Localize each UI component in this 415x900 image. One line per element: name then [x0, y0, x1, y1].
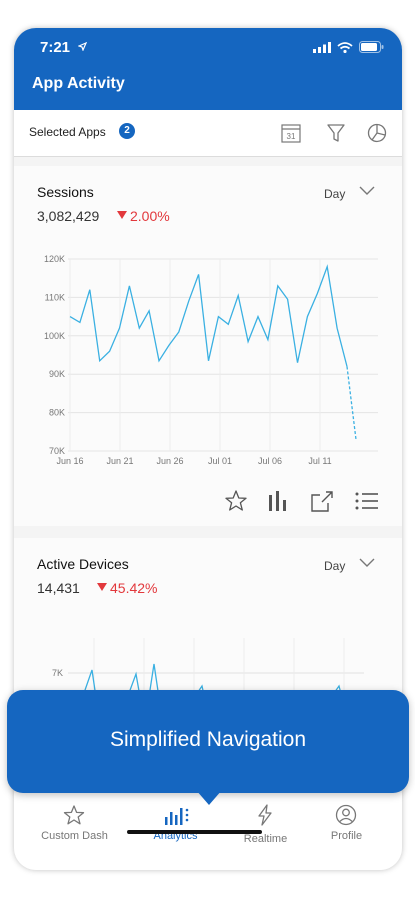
calendar-icon[interactable]: 31: [280, 122, 302, 144]
sessions-x-tick: Jun 21: [106, 456, 133, 466]
down-arrow-icon: [117, 211, 127, 219]
sessions-delta: 2.00%: [130, 208, 170, 224]
callout-arrow: [196, 790, 222, 805]
sessions-projection-line: [346, 366, 357, 440]
sessions-x-tick: Jul 06: [258, 456, 282, 466]
nav-label-custom-dash: Custom Dash: [41, 830, 108, 842]
analytics-icon: [165, 808, 189, 825]
sessions-x-tick: Jul 01: [208, 456, 232, 466]
sessions-card: Sessions 3,082,429 2.00% Day 120K 110K 100…: [14, 166, 402, 526]
nav-label-realtime: Realtime: [243, 833, 288, 845]
sessions-period[interactable]: Day: [324, 187, 346, 201]
sessions-y-tick: 110K: [45, 292, 65, 302]
sessions-y-tick: 70K: [49, 446, 65, 456]
sessions-title: Sessions: [37, 184, 94, 200]
status-time: 7:21: [40, 39, 71, 56]
sessions-y-tick: 100K: [44, 331, 65, 341]
devices-y-tick: 7K: [52, 668, 63, 678]
app-header: 7:21 App Activity: [14, 28, 402, 110]
sessions-series-line: [69, 264, 348, 367]
filter-icon[interactable]: [325, 122, 347, 144]
devices-delta: 45.42%: [110, 580, 158, 596]
nav-item-realtime[interactable]: Realtime: [217, 793, 314, 853]
pie-chart-icon[interactable]: [366, 122, 388, 144]
sessions-x-tick: Jun 16: [56, 456, 83, 466]
chevron-down-icon[interactable]: [359, 558, 375, 568]
lightning-icon: [258, 804, 272, 826]
signal-icon: [313, 41, 331, 53]
callout-text: Simplified Navigation: [109, 728, 307, 751]
selected-count-badge: 2: [119, 123, 135, 139]
battery-icon: [359, 41, 384, 53]
page-title: App Activity: [32, 75, 125, 92]
location-arrow-icon: [78, 42, 87, 51]
star-icon[interactable]: [224, 489, 248, 513]
home-indicator: [127, 830, 262, 834]
devices-value: 14,431: [37, 580, 80, 596]
status-icons: [313, 41, 384, 53]
calendar-day: 31: [287, 132, 296, 141]
feature-callout: Simplified Navigation: [7, 690, 409, 793]
share-icon[interactable]: [310, 489, 334, 513]
list-icon[interactable]: [354, 489, 380, 513]
sessions-x-tick: Jun 26: [156, 456, 183, 466]
selection-toolbar: Selected Apps 2 31: [14, 110, 402, 157]
star-icon: [63, 805, 85, 825]
chevron-down-icon[interactable]: [359, 186, 375, 196]
profile-icon: [335, 804, 357, 826]
nav-item-profile[interactable]: Profile: [298, 793, 395, 853]
down-arrow-icon: [97, 583, 107, 591]
sessions-x-tick: Jul 11: [308, 456, 331, 466]
sessions-value: 3,082,429: [37, 208, 100, 224]
bar-chart-icon[interactable]: [266, 489, 290, 513]
sessions-y-tick: 80K: [49, 408, 65, 418]
nav-item-custom-dash[interactable]: Custom Dash: [26, 793, 123, 853]
devices-period[interactable]: Day: [324, 559, 346, 573]
wifi-icon: [337, 41, 353, 53]
selected-apps-label[interactable]: Selected Apps: [29, 125, 106, 139]
nav-label-profile: Profile: [330, 830, 363, 842]
devices-title: Active Devices: [37, 556, 129, 572]
sessions-y-tick: 90K: [49, 369, 65, 379]
sessions-y-tick: 120K: [44, 254, 65, 264]
